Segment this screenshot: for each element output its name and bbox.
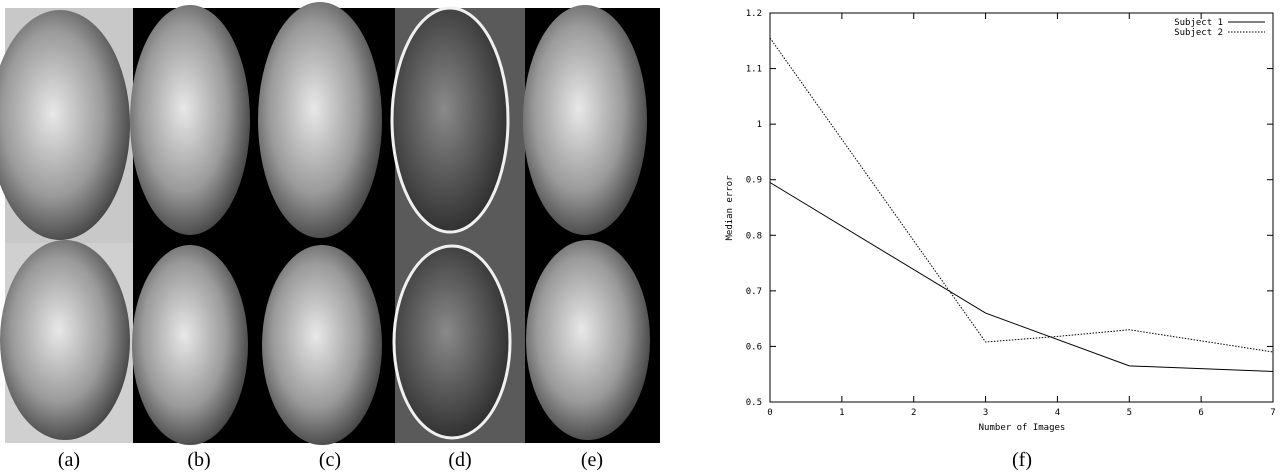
panel-label: (d) [448,449,471,471]
y-tick-label: 0.6 [746,342,762,352]
y-tick-label: 1.2 [746,9,762,19]
x-tick-label: 1 [839,408,844,418]
x-tick-label: 2 [911,408,916,418]
face [258,2,382,238]
series-line [770,182,1273,371]
y-axis-label: Median error [725,175,735,241]
face [130,5,250,235]
face-outline [394,246,510,438]
x-tick-label: 3 [983,408,988,418]
face-outline [392,8,508,232]
panel-label: (b) [187,449,210,471]
x-tick-label: 7 [1270,408,1275,418]
line-chart: Number of Images Median error 0.5 0.6 0.7 0… [725,9,1276,433]
figure: (a) (b) (c) (d) (e) (f) Number of Images… [0,0,1280,472]
panel-label: (f) [1012,449,1032,471]
x-tick-label: 6 [1198,408,1203,418]
face [523,5,647,235]
x-axis-label: Number of Images [979,423,1066,433]
y-tick-label: 0.7 [746,287,762,297]
plot-frame [770,13,1273,402]
legend-label: Subject 1 [1174,18,1223,28]
y-tick-label: 1 [757,120,762,130]
face [132,245,248,445]
x-tick-label: 4 [1055,408,1060,418]
y-tick-label: 0.8 [746,231,762,241]
panel-label: (a) [58,449,80,471]
panel-label: (c) [319,449,341,471]
panel-label: (e) [581,449,603,471]
x-tick-label: 0 [767,408,772,418]
face [262,245,382,445]
face [526,240,650,440]
y-tick-label: 1.1 [746,65,762,75]
x-tick-label: 5 [1127,408,1132,418]
y-tick-label: 0.9 [746,176,762,186]
y-tick-label: 0.5 [746,398,762,408]
face [0,240,130,440]
face-images [0,2,660,445]
legend-label: Subject 2 [1174,28,1223,38]
series-line [770,38,1273,352]
